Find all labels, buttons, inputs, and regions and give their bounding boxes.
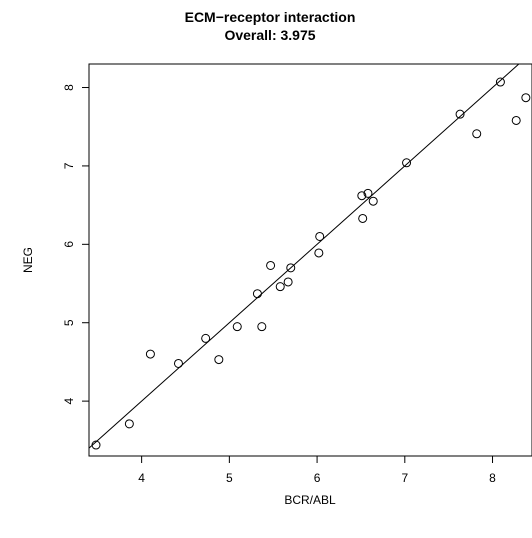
data-point xyxy=(252,289,262,299)
data-point xyxy=(455,109,465,119)
data-point xyxy=(201,333,211,343)
x-tick-label: 8 xyxy=(489,471,496,485)
x-tick-label: 4 xyxy=(138,471,145,485)
data-point xyxy=(511,115,521,125)
plot-frame xyxy=(88,63,532,457)
data-point xyxy=(472,129,482,139)
data-point xyxy=(214,355,224,365)
y-tick-label: 7 xyxy=(62,162,76,169)
chart-subtitle: Overall: 3.975 xyxy=(224,27,315,43)
data-point xyxy=(363,188,373,198)
y-axis: 4 5 6 7 8 xyxy=(62,84,90,404)
data-point xyxy=(402,158,412,168)
y-axis-label: NEG xyxy=(21,247,35,273)
chart-title: ECM−receptor interaction xyxy=(185,9,356,25)
data-point xyxy=(257,322,267,332)
data-point xyxy=(124,419,134,429)
data-point xyxy=(283,277,293,287)
data-point xyxy=(521,93,531,103)
reference-line xyxy=(88,63,520,449)
y-tick-label: 8 xyxy=(62,84,76,91)
data-point xyxy=(232,322,242,332)
data-point xyxy=(495,77,505,87)
x-axis-label: BCR/ABL xyxy=(284,493,336,507)
y-tick-label: 5 xyxy=(62,319,76,326)
plot-area xyxy=(88,63,531,450)
x-tick-label: 7 xyxy=(401,471,408,485)
data-point xyxy=(275,282,285,292)
y-tick-label: 4 xyxy=(62,397,76,404)
x-tick-label: 6 xyxy=(314,471,321,485)
data-point xyxy=(266,260,276,270)
data-point xyxy=(357,191,367,201)
data-point xyxy=(286,263,296,273)
data-point xyxy=(358,213,368,223)
data-point xyxy=(91,440,101,450)
data-point xyxy=(145,349,155,359)
y-tick-label: 6 xyxy=(62,241,76,248)
x-tick-label: 5 xyxy=(226,471,233,485)
data-point xyxy=(314,248,324,258)
data-point xyxy=(368,196,378,206)
data-point xyxy=(173,358,183,368)
x-axis: 4 5 6 7 8 xyxy=(138,455,496,485)
data-point xyxy=(315,231,325,241)
